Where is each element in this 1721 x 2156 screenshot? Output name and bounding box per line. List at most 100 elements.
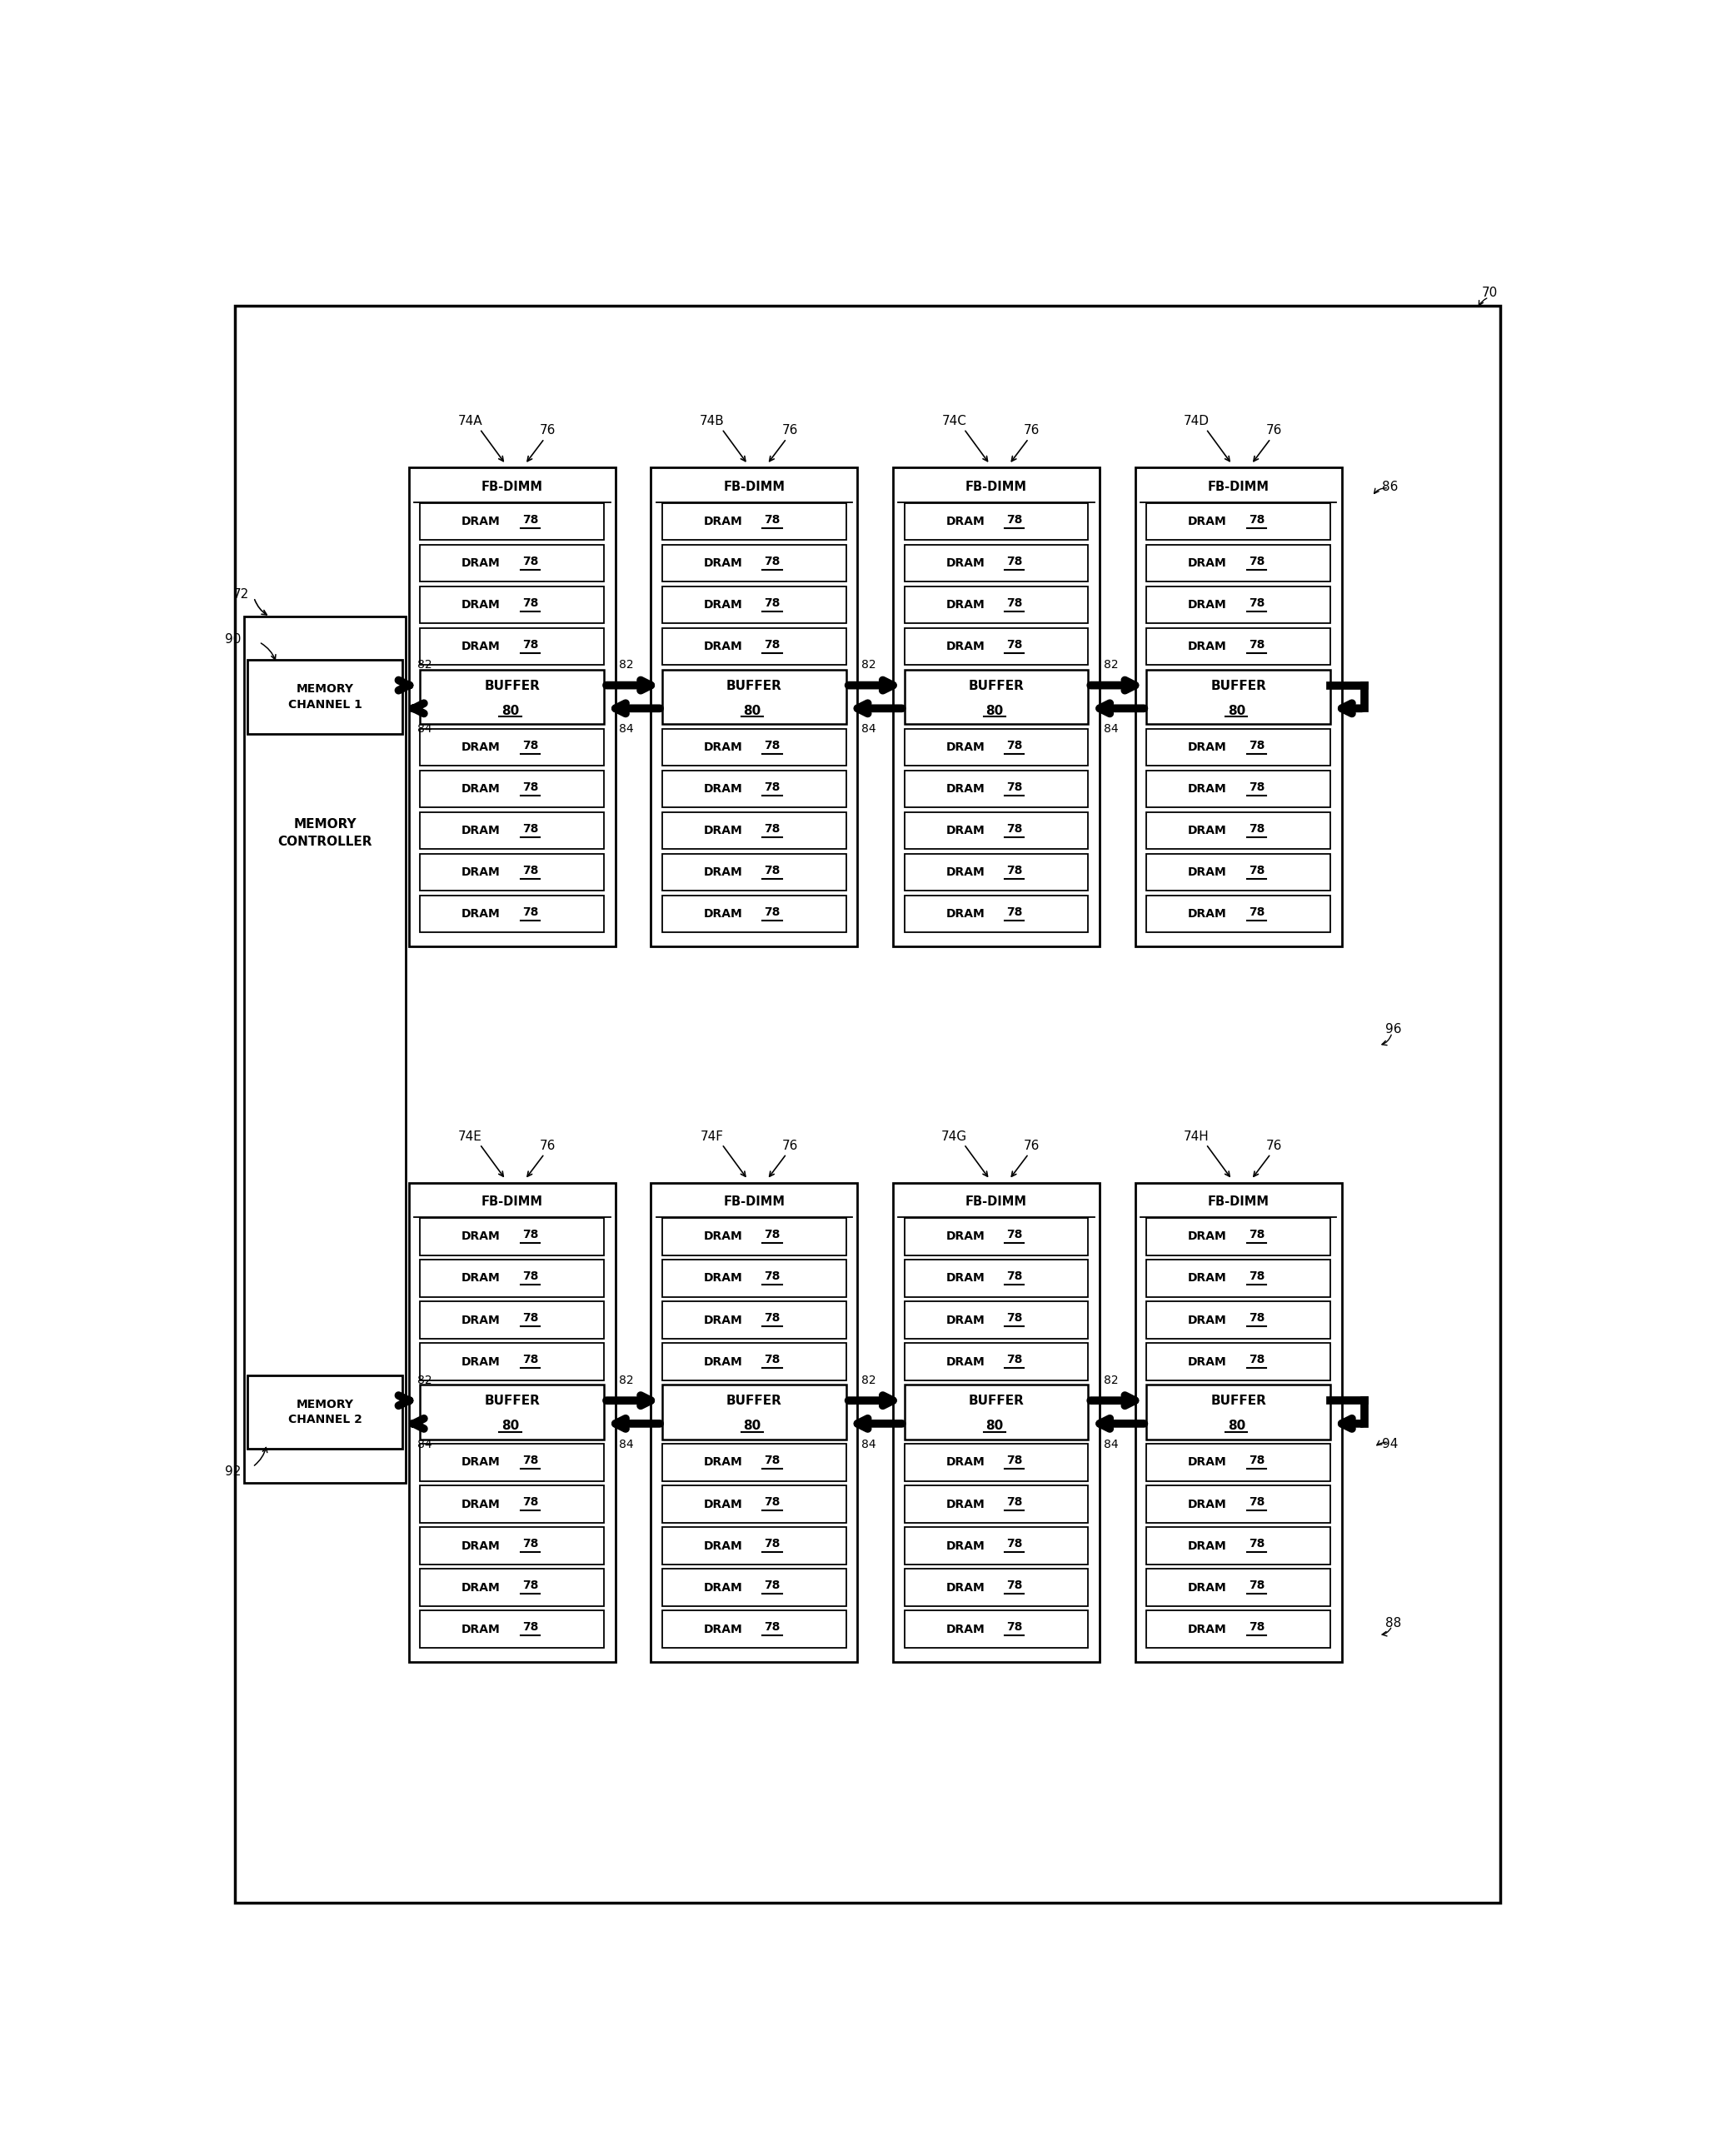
- Text: 76: 76: [1267, 1138, 1282, 1151]
- Text: 78: 78: [521, 1621, 539, 1632]
- Bar: [420, 1259, 604, 1298]
- Text: DRAM: DRAM: [1187, 1315, 1227, 1326]
- Text: 82: 82: [620, 1373, 633, 1386]
- Text: 88: 88: [1385, 1617, 1401, 1630]
- Text: DRAM: DRAM: [461, 640, 501, 653]
- Text: 74H: 74H: [1184, 1130, 1210, 1143]
- Text: 80: 80: [743, 705, 761, 718]
- Text: 78: 78: [764, 865, 780, 875]
- Bar: [1146, 813, 1330, 849]
- Text: 74D: 74D: [1184, 416, 1210, 427]
- Text: 78: 78: [764, 1313, 780, 1324]
- Text: 78: 78: [1248, 1537, 1265, 1550]
- Text: DRAM: DRAM: [704, 742, 742, 752]
- Bar: [904, 1384, 1088, 1440]
- Text: DRAM: DRAM: [947, 599, 984, 610]
- Text: DRAM: DRAM: [461, 556, 501, 569]
- Bar: [651, 468, 857, 946]
- Bar: [1146, 586, 1330, 623]
- Text: 86: 86: [1382, 481, 1397, 494]
- Text: DRAM: DRAM: [947, 556, 984, 569]
- Bar: [663, 729, 847, 765]
- Text: 78: 78: [1007, 1229, 1022, 1240]
- Bar: [904, 1259, 1088, 1298]
- Text: DRAM: DRAM: [947, 1272, 984, 1285]
- Text: 78: 78: [764, 597, 780, 608]
- Text: DRAM: DRAM: [947, 908, 984, 921]
- Text: 78: 78: [1007, 597, 1022, 608]
- Text: BUFFER: BUFFER: [969, 679, 1024, 692]
- Text: 78: 78: [764, 1354, 780, 1365]
- Text: 84: 84: [620, 1438, 633, 1451]
- Text: 78: 78: [521, 1496, 539, 1507]
- Text: DRAM: DRAM: [461, 1623, 501, 1634]
- Bar: [1146, 1570, 1330, 1606]
- Bar: [1146, 1611, 1330, 1647]
- Bar: [420, 586, 604, 623]
- Text: DRAM: DRAM: [1187, 908, 1227, 921]
- Bar: [1146, 1302, 1330, 1339]
- Text: 78: 78: [521, 1455, 539, 1466]
- Bar: [651, 1184, 857, 1662]
- Text: 74F: 74F: [700, 1130, 725, 1143]
- Bar: [663, 586, 847, 623]
- Text: FB-DIMM: FB-DIMM: [1208, 1197, 1268, 1207]
- Bar: [663, 1485, 847, 1522]
- Text: DRAM: DRAM: [704, 867, 742, 877]
- Text: 74A: 74A: [458, 416, 482, 427]
- Text: 78: 78: [764, 513, 780, 526]
- Text: 72: 72: [232, 589, 250, 602]
- Bar: [663, 502, 847, 539]
- Bar: [1146, 671, 1330, 724]
- Text: 76: 76: [781, 425, 799, 436]
- Text: 82: 82: [418, 1373, 432, 1386]
- Text: 78: 78: [1007, 865, 1022, 875]
- Text: DRAM: DRAM: [704, 1583, 742, 1593]
- Text: 76: 76: [1024, 425, 1039, 436]
- Text: 78: 78: [764, 740, 780, 750]
- Text: DRAM: DRAM: [704, 1623, 742, 1634]
- Bar: [420, 502, 604, 539]
- Text: 76: 76: [539, 425, 556, 436]
- Text: DRAM: DRAM: [704, 515, 742, 528]
- Bar: [420, 627, 604, 664]
- Bar: [1146, 770, 1330, 808]
- Text: 84: 84: [418, 722, 432, 735]
- Text: DRAM: DRAM: [461, 867, 501, 877]
- Text: 78: 78: [764, 824, 780, 834]
- Bar: [904, 854, 1088, 890]
- Text: 78: 78: [1007, 1580, 1022, 1591]
- Text: DRAM: DRAM: [947, 1583, 984, 1593]
- Text: 78: 78: [1007, 556, 1022, 567]
- Bar: [1146, 895, 1330, 934]
- Text: DRAM: DRAM: [1187, 1583, 1227, 1593]
- Text: 78: 78: [1248, 740, 1265, 750]
- Text: 78: 78: [1248, 597, 1265, 608]
- Text: 78: 78: [764, 1537, 780, 1550]
- Bar: [904, 813, 1088, 849]
- Text: FB-DIMM: FB-DIMM: [965, 481, 1027, 494]
- Text: 84: 84: [862, 722, 876, 735]
- Text: 78: 78: [764, 556, 780, 567]
- Bar: [1136, 468, 1342, 946]
- Text: 78: 78: [521, 1229, 539, 1240]
- Text: 96: 96: [1385, 1024, 1401, 1035]
- Bar: [420, 671, 604, 724]
- Bar: [1136, 1184, 1342, 1662]
- Text: 78: 78: [521, 638, 539, 651]
- Text: 78: 78: [764, 1270, 780, 1283]
- Text: DRAM: DRAM: [1187, 867, 1227, 877]
- Text: DRAM: DRAM: [947, 1231, 984, 1242]
- Text: 78: 78: [521, 906, 539, 918]
- Bar: [248, 1376, 403, 1449]
- Bar: [663, 545, 847, 582]
- Text: 78: 78: [1248, 1621, 1265, 1632]
- Text: BUFFER: BUFFER: [1210, 679, 1267, 692]
- Bar: [904, 627, 1088, 664]
- Bar: [1146, 545, 1330, 582]
- Text: 78: 78: [1248, 824, 1265, 834]
- Bar: [663, 895, 847, 934]
- Text: 82: 82: [620, 660, 633, 671]
- Text: 78: 78: [1007, 638, 1022, 651]
- Bar: [244, 617, 406, 1483]
